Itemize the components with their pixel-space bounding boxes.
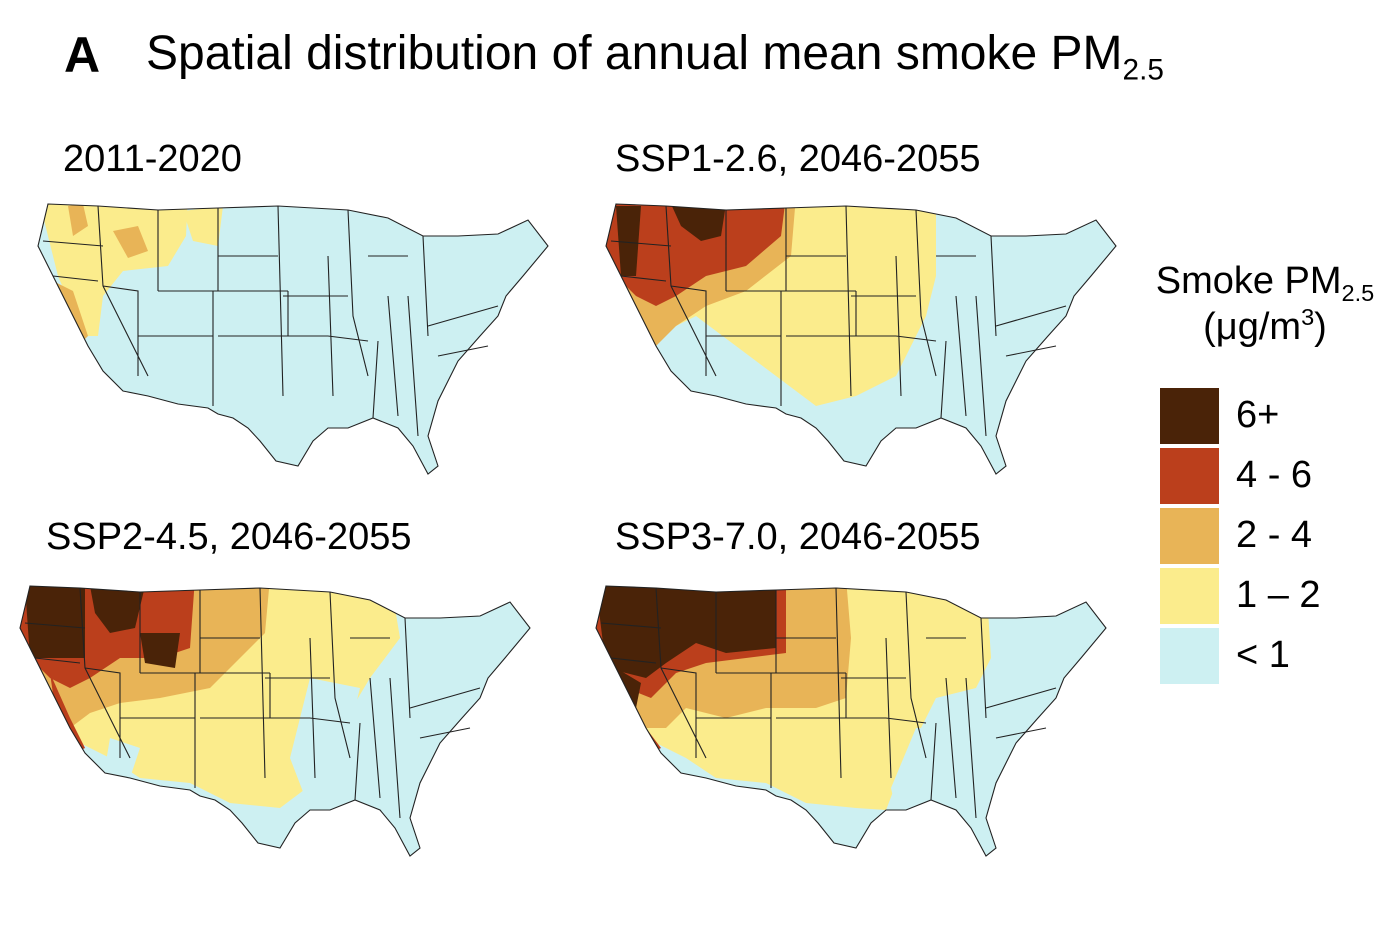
legend-unit-suffix: ) — [1314, 306, 1327, 348]
map-2011-2020 — [28, 196, 558, 486]
legend-label: 1 – 2 — [1236, 574, 1321, 616]
legend-title: Smoke PM2.5 (μg/m3) — [1140, 258, 1390, 350]
legend-unit-prefix: (μg/m — [1203, 306, 1302, 348]
figure-title-subscript: 2.5 — [1122, 53, 1164, 87]
legend-title-line1: Smoke PM2.5 — [1140, 258, 1390, 307]
legend-swatch — [1160, 628, 1219, 684]
figure-title: Spatial distribution of annual mean smok… — [146, 27, 1164, 85]
legend-swatch — [1160, 388, 1219, 444]
map-ssp370 — [586, 578, 1116, 868]
legend-label: 6+ — [1236, 394, 1280, 436]
map-label-2011-2020: 2011-2020 — [63, 138, 242, 180]
map-label-ssp126: SSP1-2.6, 2046-2055 — [615, 138, 981, 180]
legend-label: < 1 — [1236, 634, 1290, 676]
legend-swatch — [1160, 448, 1219, 504]
legend-unit-superscript: 3 — [1301, 303, 1315, 330]
panel-letter: A — [64, 27, 101, 83]
legend-unit: (μg/m3) — [1140, 304, 1390, 350]
figure-title-text: Spatial distribution of annual mean smok… — [146, 27, 1123, 80]
map-label-ssp245: SSP2-4.5, 2046-2055 — [46, 516, 412, 558]
legend-label: 2 - 4 — [1236, 514, 1313, 556]
legend-swatch — [1160, 508, 1219, 564]
map-ssp245 — [10, 578, 540, 868]
map-label-ssp370: SSP3-7.0, 2046-2055 — [615, 516, 981, 558]
legend-title-text: Smoke PM — [1155, 260, 1342, 302]
legend-title-subscript: 2.5 — [1341, 280, 1375, 307]
legend-swatch — [1160, 568, 1219, 624]
map-ssp126 — [596, 196, 1126, 486]
legend-label: 4 - 6 — [1236, 454, 1313, 496]
